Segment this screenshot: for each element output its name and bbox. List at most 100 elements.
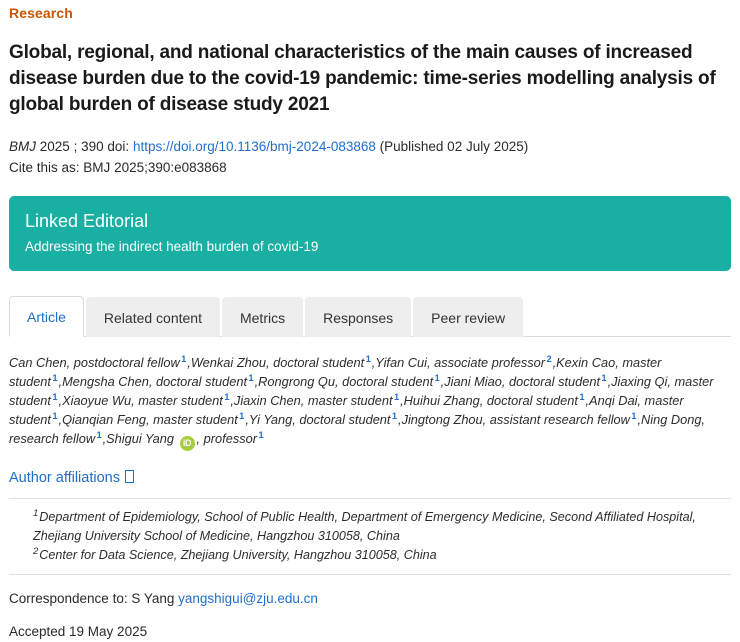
author-role: master student xyxy=(138,393,223,408)
author-entry: Jiaxin Chen, master student 1 xyxy=(233,391,400,408)
page-title: Global, regional, and national character… xyxy=(9,42,716,115)
author-affiliations-toggle[interactable]: Author affiliations xyxy=(9,468,134,488)
author-list: Can Chen, postdoctoral fellow 1,Wenkai Zh… xyxy=(9,353,731,451)
author-name: Shigui Yang xyxy=(106,431,174,446)
author-entry: Qianqian Feng, master student 1 xyxy=(62,410,245,427)
author-entry: Xiaoyue Wu, master student 1 xyxy=(62,391,230,408)
author-affiliation-marker[interactable]: 1 xyxy=(601,372,607,383)
author-role: professor xyxy=(203,431,258,446)
author-name: Jiaxing Qi xyxy=(611,374,668,389)
tab-label: Responses xyxy=(323,310,394,326)
author-name: Jingtong Zhou xyxy=(401,412,483,427)
correspondence-line: Correspondence to: S Yang yangshigui@zju… xyxy=(9,589,731,609)
orcid-id-icon[interactable]: iD xyxy=(179,436,195,451)
article-type-kicker: Research xyxy=(9,5,73,21)
author-role: associate professor xyxy=(434,355,546,370)
author-affiliation-marker[interactable]: 1 xyxy=(365,353,371,364)
tab-article[interactable]: Article xyxy=(9,296,84,337)
author-role: doctoral student xyxy=(342,374,434,389)
author-affiliation-marker[interactable]: 1 xyxy=(434,372,440,383)
author-name: Can Chen xyxy=(9,355,67,370)
author-name: Yifan Cui xyxy=(375,355,427,370)
author-entry: Can Chen, postdoctoral fellow 1 xyxy=(9,353,187,370)
author-role: master student xyxy=(307,393,393,408)
author-affiliation-marker[interactable]: 1 xyxy=(239,410,245,421)
author-name: Rongrong Qu xyxy=(258,374,335,389)
tab-related-content[interactable]: Related content xyxy=(85,297,220,337)
correspondence-label: Correspondence to: S Yang xyxy=(9,591,175,606)
author-entry: Rongrong Qu, doctoral student 1 xyxy=(258,372,440,389)
cite-as-reference: 2025;390:e083868 xyxy=(114,160,227,175)
author-role: doctoral student xyxy=(155,374,248,389)
doi-link[interactable]: https://doi.org/10.1136/bmj-2024-083868 xyxy=(132,139,376,154)
author-affiliation-marker[interactable]: 1 xyxy=(631,410,637,421)
linked-editorial-title: Addressing the indirect health burden of… xyxy=(25,239,319,254)
author-name: Wenkai Zhou xyxy=(190,355,266,370)
affiliation-marker: 1 xyxy=(33,507,39,519)
affiliation-item: 2Center for Data Science, Zhejiang Unive… xyxy=(33,546,731,565)
published-date: (Published 02 July 2025) xyxy=(379,139,529,154)
author-role: postdoctoral fellow xyxy=(73,355,180,370)
author-role: master student xyxy=(9,355,662,389)
author-role: doctoral student xyxy=(273,355,365,370)
author-role: research fellow xyxy=(9,431,96,446)
article-tabs: Article Related content Metrics Responses Pe… xyxy=(9,295,731,337)
author-affiliation-marker[interactable]: 1 xyxy=(248,372,254,383)
author-affiliation-marker[interactable]: 1 xyxy=(394,391,400,402)
author-affiliation-marker[interactable]: 1 xyxy=(224,391,230,402)
author-affiliation-marker[interactable]: 1 xyxy=(52,372,58,383)
author-affiliation-marker[interactable]: 1 xyxy=(579,391,585,402)
tab-responses[interactable]: Responses xyxy=(305,297,412,337)
affiliation-text: Center for Data Science, Zhejiang Univer… xyxy=(39,548,437,562)
author-affiliation-marker[interactable]: 1 xyxy=(391,410,397,421)
author-affiliations-list: 1Department of Epidemiology, School of P… xyxy=(9,498,731,575)
author-name: Jiaxin Chen xyxy=(233,393,301,408)
citation-line: BMJ 2025 ; 390 doi: https://doi.org/10.1… xyxy=(9,136,731,157)
author-name: Jiani Miao xyxy=(444,374,502,389)
author-name: Huihui Zhang xyxy=(403,393,480,408)
author-name: Xiaoyue Wu xyxy=(62,393,132,408)
author-entry: Huihui Zhang, doctoral student 1 xyxy=(403,391,585,408)
cite-as-journal: BMJ xyxy=(83,160,111,175)
citation-volume: 390 xyxy=(81,139,104,154)
tab-metrics[interactable]: Metrics xyxy=(221,297,304,337)
author-role: doctoral student xyxy=(486,393,578,408)
author-entry: Wenkai Zhou, doctoral student 1 xyxy=(190,353,371,370)
author-affiliation-marker[interactable]: 1 xyxy=(181,353,187,364)
author-role: master student xyxy=(153,412,238,427)
tab-label: Related content xyxy=(103,310,202,326)
affiliation-item: 1Department of Epidemiology, School of P… xyxy=(33,508,731,546)
author-role: master student xyxy=(9,393,684,427)
affiliation-text: Department of Epidemiology, School of Pu… xyxy=(33,510,696,543)
linked-editorial-panel[interactable]: Linked Editorial Addressing the indirect… xyxy=(9,196,731,271)
cite-as-label: Cite this as: xyxy=(9,160,80,175)
author-name: Qianqian Feng xyxy=(62,412,147,427)
correspondence-email-link[interactable]: yangshigui@zju.edu.cn xyxy=(178,591,318,606)
tab-label: Article xyxy=(27,309,66,325)
author-name: Anqi Dai xyxy=(589,393,638,408)
author-entry: Yi Yang, doctoral student 1 xyxy=(248,410,397,427)
author-affiliations-toggle-label: Author affiliations xyxy=(9,470,120,486)
affiliation-marker: 2 xyxy=(33,545,39,557)
author-entry: Yifan Cui, associate professor 2 xyxy=(375,353,552,370)
author-affiliation-marker[interactable]: 1 xyxy=(258,429,264,440)
author-name: Ning Dong xyxy=(641,412,702,427)
author-name: Yi Yang xyxy=(248,412,293,427)
tab-peer-review[interactable]: Peer review xyxy=(413,297,524,337)
author-affiliation-marker[interactable]: 1 xyxy=(52,391,58,402)
citation-separator: ; xyxy=(73,139,78,154)
author-affiliation-marker[interactable]: 1 xyxy=(52,410,58,421)
author-entry: Jiaxing Qi, master student 1 xyxy=(9,374,714,408)
author-affiliation-marker[interactable]: 1 xyxy=(96,429,102,440)
accepted-date: Accepted 19 May 2025 xyxy=(9,624,148,639)
cite-as-line: Cite this as: BMJ 2025;390:e083868 xyxy=(9,157,731,178)
author-role: assistant research fellow xyxy=(489,412,630,427)
author-name: Mengsha Chen xyxy=(62,374,149,389)
article-header-page: Research Global, regional, and national … xyxy=(0,5,740,642)
author-role: doctoral student xyxy=(508,374,601,389)
author-entry: Mengsha Chen, doctoral student 1 xyxy=(62,372,254,389)
linked-editorial-kicker: Linked Editorial xyxy=(25,211,149,231)
author-entry: Shigui Yang iD, professor 1 xyxy=(106,429,264,451)
author-name: Kexin Cao xyxy=(556,355,616,370)
author-affiliation-marker[interactable]: 2 xyxy=(546,353,552,364)
